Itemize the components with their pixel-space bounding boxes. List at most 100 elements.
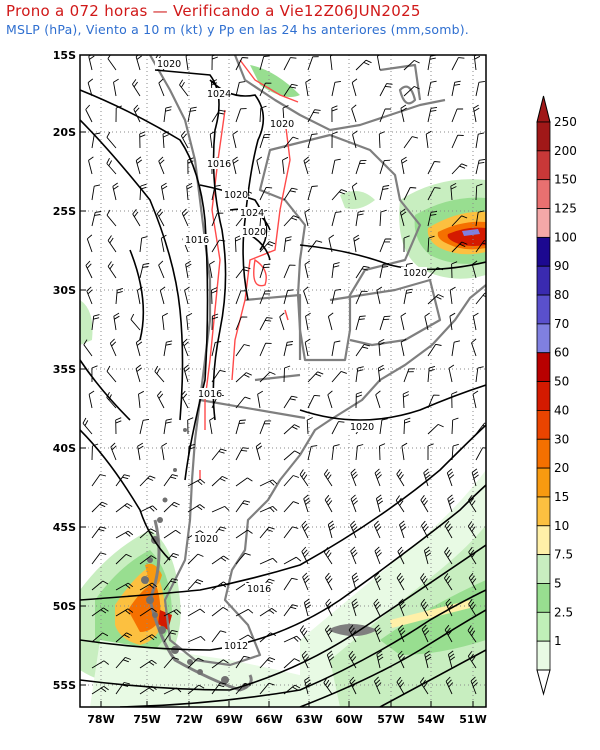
wind-barb — [115, 530, 134, 539]
wind-barb — [373, 520, 382, 539]
wind-barb — [259, 371, 276, 383]
wind-barb — [331, 288, 342, 305]
wind-barb — [451, 417, 459, 435]
wind-barb — [82, 417, 93, 435]
wind-barb — [235, 316, 248, 331]
wind-barb — [403, 288, 413, 305]
wind-barb — [451, 261, 458, 279]
wind-barb — [355, 159, 367, 175]
wind-barb — [106, 391, 117, 409]
wind-barb — [163, 418, 173, 435]
wind-barb — [400, 312, 407, 331]
wind-barb — [180, 130, 189, 149]
wind-barb — [211, 630, 227, 643]
wind-barb — [395, 495, 405, 513]
colorbar-box — [536, 496, 551, 527]
wind-barb — [91, 660, 109, 669]
wind-barb — [259, 420, 272, 435]
isobar-labels: 1020 1024 1020 1016 1020 1024 1020 1016 … — [155, 58, 427, 652]
wind-barb — [139, 582, 158, 591]
wind-barb — [259, 263, 271, 279]
wind-barb — [209, 260, 215, 279]
wind-barb — [449, 312, 456, 331]
wind-barb — [86, 234, 93, 253]
colorbar-label: 30 — [554, 432, 569, 446]
wind-barb — [283, 501, 300, 513]
lon-label: 51W — [459, 713, 486, 726]
wind-barb — [399, 208, 407, 227]
wind-barb — [235, 552, 251, 565]
lon-label: 66W — [255, 713, 282, 726]
wind-barb — [448, 364, 455, 383]
wind-barb — [235, 419, 246, 435]
colorbar-box — [536, 265, 551, 296]
wind-barb — [139, 528, 157, 539]
wind-barb — [283, 341, 294, 357]
wind-barb — [159, 286, 166, 305]
wind-barb — [472, 312, 479, 331]
colorbar-label: 100 — [554, 230, 577, 244]
wind-barb — [259, 55, 270, 71]
wind-barb — [427, 161, 441, 175]
wind-barb — [138, 390, 145, 409]
wind-barb — [331, 105, 338, 123]
wind-barb — [427, 106, 438, 123]
wind-barb — [91, 365, 98, 383]
lon-label: 78W — [87, 713, 114, 726]
wind-barb — [115, 553, 132, 565]
wind-barb — [377, 364, 385, 383]
wind-barb — [323, 547, 333, 565]
wind-barb — [186, 312, 193, 331]
wind-barb — [331, 444, 340, 461]
wind-barb — [305, 78, 312, 97]
wind-barb — [351, 182, 358, 201]
wind-barb — [427, 394, 440, 409]
wind-barb — [259, 632, 277, 643]
wind-barb — [374, 468, 382, 487]
wind-barb — [107, 261, 117, 279]
wind-barb — [235, 447, 249, 461]
wind-barb — [451, 241, 468, 253]
wind-barb — [451, 108, 464, 123]
wind-barb — [351, 78, 358, 97]
wind-barb — [398, 598, 406, 617]
wind-barb — [183, 364, 190, 383]
wind-barb — [106, 209, 117, 227]
isobar-label: 1016 — [247, 584, 271, 595]
map-title: Prono a 072 horas — Verificando a Vie12Z… — [6, 2, 421, 20]
wind-barb — [355, 315, 366, 331]
wind-barb — [160, 234, 167, 253]
wind-barb — [115, 656, 131, 669]
colorbar-label: 150 — [554, 173, 577, 187]
wind-barb — [350, 494, 358, 513]
wind-barb — [115, 582, 134, 591]
wind-barb — [427, 80, 437, 97]
wind-barb — [475, 132, 485, 149]
wind-barb — [327, 390, 333, 409]
colorbar-label: 1 — [554, 634, 562, 648]
wind-barb — [427, 267, 444, 279]
wind-barb — [379, 262, 389, 279]
wind-barb — [283, 289, 294, 305]
wind-barb — [323, 469, 333, 487]
wind-barb — [139, 634, 157, 643]
wind-barb — [397, 624, 406, 643]
wind-barb — [375, 494, 384, 513]
wind-barb — [160, 182, 168, 201]
wind-barb — [163, 340, 173, 357]
wind-barb — [259, 682, 275, 695]
wind-barb — [211, 212, 224, 227]
colorbar-box — [536, 381, 551, 411]
wind-barb — [400, 104, 407, 123]
colorbar-label: 10 — [554, 519, 569, 533]
wind-barb — [467, 625, 477, 643]
wind-barb — [283, 57, 297, 71]
wind-barb — [470, 676, 478, 695]
wind-barb — [379, 108, 392, 123]
colorbar-box — [536, 352, 551, 382]
wind-barb — [135, 55, 142, 71]
wind-barb — [307, 185, 318, 201]
wind-barb — [449, 286, 456, 305]
wind-barb — [331, 421, 345, 435]
